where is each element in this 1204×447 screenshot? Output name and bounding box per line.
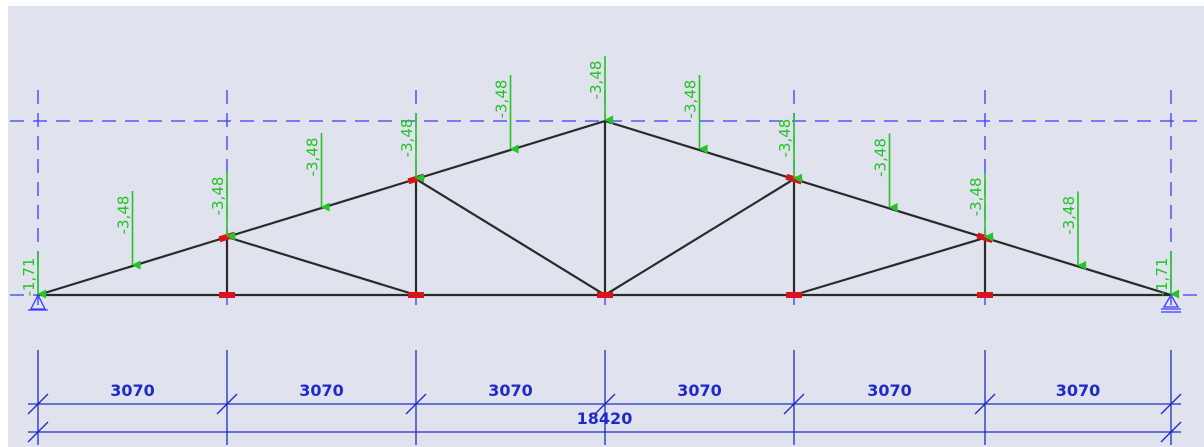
load-label: -3,48 bbox=[209, 177, 227, 216]
roller-support-icon bbox=[1161, 293, 1181, 313]
span-dimension-label: 3070 bbox=[488, 381, 533, 400]
supports bbox=[28, 293, 1181, 313]
load-label: -1,71 bbox=[20, 258, 38, 297]
node-marker bbox=[977, 292, 993, 298]
truss-members bbox=[36, 119, 1173, 297]
diagonal-member bbox=[225, 235, 418, 297]
load-arrows: -1,71 -3,48 -3,48 -3,48 -3,48 -3,48 -1,71 -3,48… bbox=[20, 56, 1180, 299]
load-label: -3,48 bbox=[304, 138, 322, 177]
pin-support-icon bbox=[28, 293, 48, 311]
node-marker bbox=[786, 292, 802, 298]
load-label: -3,48 bbox=[115, 196, 133, 235]
load-label: -3,48 bbox=[682, 80, 700, 119]
load-label: -1,71 bbox=[1153, 258, 1171, 297]
node-marker bbox=[597, 292, 613, 298]
diagonal-member bbox=[603, 178, 796, 297]
load-label: -3,48 bbox=[398, 119, 416, 158]
dimension-lines: 3070 3070 3070 3070 3070 3070 18420 bbox=[27, 350, 1182, 445]
span-dimension-label: 3070 bbox=[299, 381, 344, 400]
node-marker bbox=[219, 292, 235, 298]
node-marker bbox=[408, 292, 424, 298]
diagonal-member bbox=[414, 177, 607, 297]
span-dimension-label: 3070 bbox=[1056, 381, 1101, 400]
diagonal-member bbox=[792, 236, 987, 297]
span-dimension-label: 3070 bbox=[110, 381, 155, 400]
load-label: -3,48 bbox=[493, 80, 511, 119]
dimension-tick bbox=[1160, 421, 1182, 443]
load-label: -3,48 bbox=[1060, 196, 1078, 235]
total-dimension-label: 18420 bbox=[577, 409, 633, 428]
load-label: -3,48 bbox=[872, 138, 890, 177]
span-dimension-label: 3070 bbox=[677, 381, 722, 400]
dimension-tick bbox=[27, 421, 49, 443]
load-label: -3,48 bbox=[967, 177, 985, 216]
load-label: -3,48 bbox=[776, 119, 794, 158]
load-label: -3,48 bbox=[587, 61, 605, 100]
span-dimension-label: 3070 bbox=[867, 381, 912, 400]
